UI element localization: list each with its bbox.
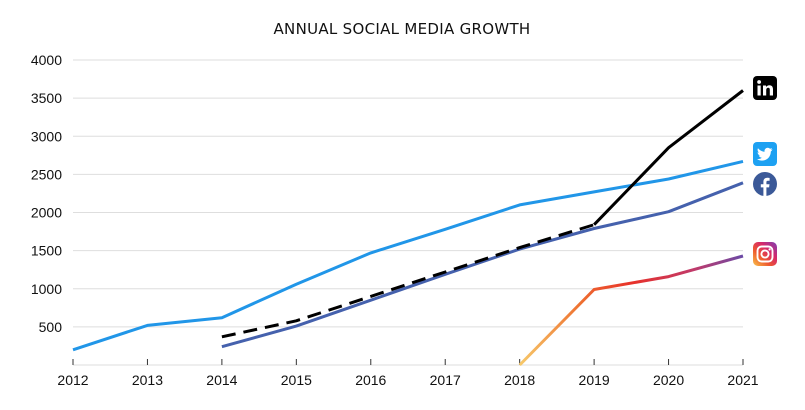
x-tick-label: 2012 — [57, 372, 88, 388]
y-tick-label: 1500 — [31, 243, 62, 259]
facebook-icon — [753, 172, 777, 196]
y-tick-label: 2500 — [31, 166, 62, 182]
y-tick-label: 4000 — [31, 52, 62, 68]
x-tick-label: 2018 — [504, 372, 535, 388]
series-line-twitter — [72, 159, 744, 352]
x-tick-label: 2019 — [579, 372, 610, 388]
y-tick-label: 3500 — [31, 90, 62, 106]
x-tick-label: 2017 — [430, 372, 461, 388]
series-line-instagram — [518, 254, 744, 367]
x-tick-label: 2013 — [132, 372, 163, 388]
x-tick-label: 2020 — [653, 372, 684, 388]
x-tick-label: 2015 — [281, 372, 312, 388]
y-tick-label: 500 — [39, 319, 63, 335]
series-line-linkedin — [593, 89, 744, 226]
x-tick-label: 2021 — [727, 372, 758, 388]
series-lines — [72, 89, 744, 367]
gridlines — [73, 59, 743, 328]
x-tick-label: 2014 — [206, 372, 237, 388]
y-tick-label: 3000 — [31, 128, 62, 144]
axes: 500 1000 1500 2000 2500 3000 3500 4000 2012 2013 2… — [31, 52, 759, 388]
x-tick-label: 2016 — [355, 372, 386, 388]
y-tick-label: 2000 — [31, 205, 62, 221]
chart-title: ANNUAL SOCIAL MEDIA GROWTH — [273, 20, 530, 38]
y-tick-label: 1000 — [31, 281, 62, 297]
twitter-icon — [753, 142, 777, 166]
series-line-facebook — [221, 181, 744, 349]
instagram-icon — [753, 242, 777, 266]
linkedin-icon — [753, 76, 777, 100]
